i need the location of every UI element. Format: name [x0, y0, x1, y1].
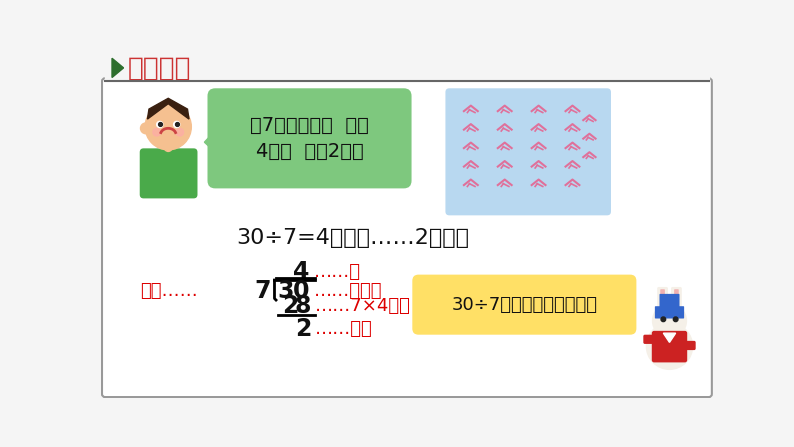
Text: 每7只穿一串，  能穿: 每7只穿一串， 能穿 [250, 116, 369, 135]
Text: 除数……: 除数…… [140, 282, 198, 300]
Circle shape [175, 122, 179, 127]
Polygon shape [112, 58, 124, 77]
Circle shape [159, 122, 163, 127]
Text: ……商: ……商 [314, 262, 360, 281]
Text: 新知探究: 新知探究 [127, 55, 191, 81]
Polygon shape [663, 333, 676, 342]
Text: 4串，  还剩2只。: 4串， 还剩2只。 [256, 142, 364, 161]
Text: 30÷7可以写成竖式计算。: 30÷7可以写成竖式计算。 [451, 295, 597, 314]
FancyBboxPatch shape [660, 294, 680, 311]
Text: 2: 2 [282, 294, 298, 318]
Text: ……被除数: ……被除数 [314, 282, 382, 300]
Circle shape [646, 323, 692, 369]
FancyBboxPatch shape [655, 306, 684, 319]
FancyBboxPatch shape [412, 274, 636, 335]
FancyBboxPatch shape [207, 89, 411, 188]
FancyBboxPatch shape [657, 287, 668, 317]
Circle shape [145, 104, 191, 150]
Text: ……余数: ……余数 [315, 320, 373, 338]
FancyBboxPatch shape [674, 289, 679, 312]
Circle shape [661, 317, 665, 321]
FancyBboxPatch shape [102, 78, 712, 397]
FancyBboxPatch shape [661, 289, 665, 312]
FancyBboxPatch shape [682, 341, 696, 350]
Circle shape [673, 317, 678, 321]
Circle shape [164, 144, 172, 152]
FancyBboxPatch shape [652, 331, 687, 363]
FancyBboxPatch shape [643, 335, 657, 344]
Text: 8: 8 [295, 294, 311, 318]
Circle shape [152, 128, 160, 136]
Text: 2: 2 [295, 317, 311, 342]
FancyBboxPatch shape [671, 287, 682, 317]
Text: 4: 4 [293, 260, 310, 283]
Polygon shape [204, 131, 215, 152]
Text: 30÷7=4（串）……2（只）: 30÷7=4（串）……2（只） [236, 228, 469, 249]
Bar [105, 54, 709, 81]
Circle shape [176, 128, 183, 136]
Polygon shape [148, 98, 189, 119]
Text: ……7×4的积: ……7×4的积 [315, 297, 411, 315]
Circle shape [141, 123, 152, 134]
Text: 0: 0 [293, 279, 310, 303]
Text: 7: 7 [255, 279, 272, 303]
Text: 3: 3 [278, 279, 295, 303]
Circle shape [653, 304, 687, 338]
Circle shape [174, 122, 179, 127]
FancyBboxPatch shape [140, 148, 198, 198]
Circle shape [156, 122, 163, 127]
FancyBboxPatch shape [445, 89, 611, 215]
